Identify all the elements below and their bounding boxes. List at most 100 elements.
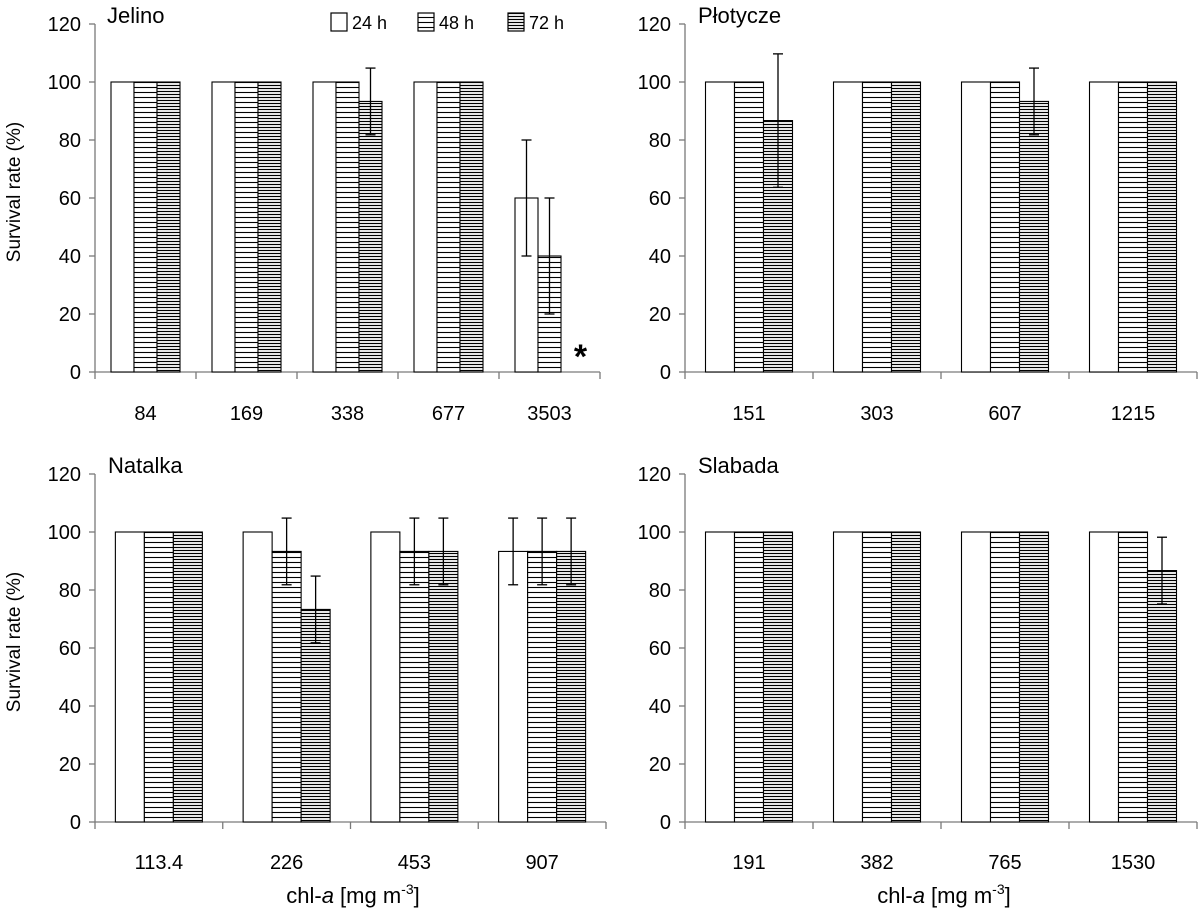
- y-tick-label: 80: [649, 130, 671, 152]
- bar-24-h-84: [110, 81, 135, 373]
- y-tick-label: 0: [660, 812, 671, 834]
- bar-24-h-1530: [1088, 531, 1120, 823]
- x-tick-label: 84: [134, 403, 156, 425]
- error-bar-72-h-1530: [1157, 536, 1167, 605]
- panel-jelino: Jelino 0 20 40 60 80 100 120 84 169 338 677 3503 *: [48, 3, 601, 425]
- error-bar-24-h-3503: [521, 139, 532, 257]
- bar-72-h-607: [1018, 100, 1050, 373]
- bar-72-h-303: [890, 81, 922, 373]
- legend-item-48h: 48 h: [417, 12, 474, 33]
- bar-24-h-1215: [1088, 81, 1120, 373]
- y-tick-label: 20: [649, 304, 671, 326]
- bar-72-h-338: [358, 100, 383, 373]
- panel-p-otycze: Płotycze 0 20 40 60 80 100 120 151 303 607 1215: [638, 3, 1198, 425]
- bar-24-h-607: [960, 81, 992, 373]
- bar-24-h-226: [242, 531, 273, 823]
- y-tick-label: 120: [638, 464, 671, 486]
- x-tick-label: 338: [331, 403, 364, 425]
- bar-48-h-607: [989, 81, 1021, 373]
- significance-star: *: [574, 338, 588, 376]
- y-tick-label: 20: [59, 304, 81, 326]
- y-tick-label: 80: [59, 580, 81, 602]
- bar-48-h-677: [436, 81, 461, 373]
- legend-label-48h: 48 h: [439, 13, 474, 33]
- x-tick-label: 607: [988, 403, 1021, 425]
- y-tick-label: 60: [649, 638, 671, 660]
- bar-72-h-226: [300, 608, 331, 823]
- bar-72-h-84: [156, 81, 181, 373]
- x-tick-label: 113.4: [135, 852, 184, 874]
- bar-48-h-191: [733, 531, 765, 823]
- bar-48-h-338: [335, 81, 360, 373]
- x-tick-label: 1530: [1111, 852, 1156, 874]
- bar-48-h-113-4: [143, 531, 174, 823]
- x-tick-label: 169: [230, 403, 263, 425]
- bar-48-h-151: [733, 81, 765, 373]
- x-tick-label: 191: [732, 852, 765, 874]
- panel-natalka: Natalka 0 20 40 60 80 100 120 113.4 226 453 907: [48, 453, 607, 874]
- legend-label-72h: 72 h: [529, 13, 564, 33]
- y-axis-title-bottom: Survival rate (%): [4, 572, 25, 712]
- bar-48-h-303: [861, 81, 893, 373]
- error-bar-48-h-453: [409, 517, 420, 586]
- bar-72-h-169: [257, 81, 282, 373]
- error-bar-72-h-907: [566, 517, 577, 586]
- y-axis-title-top: Survival rate (%): [4, 122, 25, 262]
- panel-title: Jelino: [107, 3, 164, 28]
- error-bar-48-h-3503: [544, 197, 555, 315]
- x-tick-label: 382: [860, 852, 893, 874]
- bar-24-h-677: [413, 81, 438, 373]
- bar-48-h-1215: [1117, 81, 1149, 373]
- x-tick-label: 765: [988, 852, 1021, 874]
- bar-48-h-453: [399, 550, 430, 823]
- panel-slabada: Slabada 0 20 40 60 80 100 120 191 382 765 1530: [638, 453, 1198, 874]
- y-tick-label: 60: [649, 188, 671, 210]
- x-tick-label: 151: [732, 403, 765, 425]
- x-axis-title-right: chl-a [mg m-3]: [877, 881, 1011, 908]
- y-tick-label: 100: [638, 522, 671, 544]
- panel-title: Płotycze: [698, 3, 781, 28]
- bar-24-h-113-4: [114, 531, 145, 823]
- bar-72-h-382: [890, 531, 922, 823]
- legend-swatch-72h: [507, 12, 525, 32]
- bar-72-h-191: [762, 531, 794, 823]
- error-bar-48-h-907: [537, 517, 548, 586]
- y-tick-label: 40: [649, 246, 671, 268]
- error-bar-72-h-151: [773, 53, 783, 188]
- y-tick-label: 40: [59, 246, 81, 268]
- bar-24-h-338: [312, 81, 337, 373]
- bar-48-h-765: [989, 531, 1021, 823]
- x-tick-label: 677: [432, 403, 465, 425]
- bar-48-h-382: [861, 531, 893, 823]
- y-tick-label: 120: [638, 14, 671, 36]
- bar-72-h-453: [428, 550, 459, 823]
- error-bar-24-h-907: [508, 517, 519, 586]
- bar-48-h-1530: [1117, 531, 1149, 823]
- y-tick-label: 100: [638, 72, 671, 94]
- panel-title: Slabada: [698, 453, 780, 478]
- error-bar-48-h-226: [281, 517, 292, 586]
- y-tick-label: 0: [660, 362, 671, 384]
- x-tick-label: 3503: [527, 403, 572, 425]
- panel-title: Natalka: [108, 453, 183, 478]
- error-bar-72-h-338: [365, 67, 376, 136]
- y-tick-label: 40: [649, 696, 671, 718]
- y-tick-label: 40: [59, 696, 81, 718]
- bar-24-h-765: [960, 531, 992, 823]
- bar-24-h-382: [832, 531, 864, 823]
- bar-72-h-113-4: [172, 531, 203, 823]
- bar-24-h-303: [832, 81, 864, 373]
- legend-item-24h: 24 h: [330, 12, 387, 33]
- bar-24-h-151: [704, 81, 736, 373]
- y-tick-label: 80: [59, 130, 81, 152]
- y-tick-label: 100: [48, 522, 81, 544]
- legend-label-24h: 24 h: [352, 13, 387, 33]
- y-tick-label: 20: [649, 754, 671, 776]
- y-tick-label: 20: [59, 754, 81, 776]
- bar-24-h-907: [498, 550, 529, 823]
- error-bar-72-h-607: [1029, 67, 1039, 136]
- x-tick-label: 907: [525, 852, 558, 874]
- y-tick-label: 60: [59, 188, 81, 210]
- bar-72-h-1215: [1146, 81, 1178, 373]
